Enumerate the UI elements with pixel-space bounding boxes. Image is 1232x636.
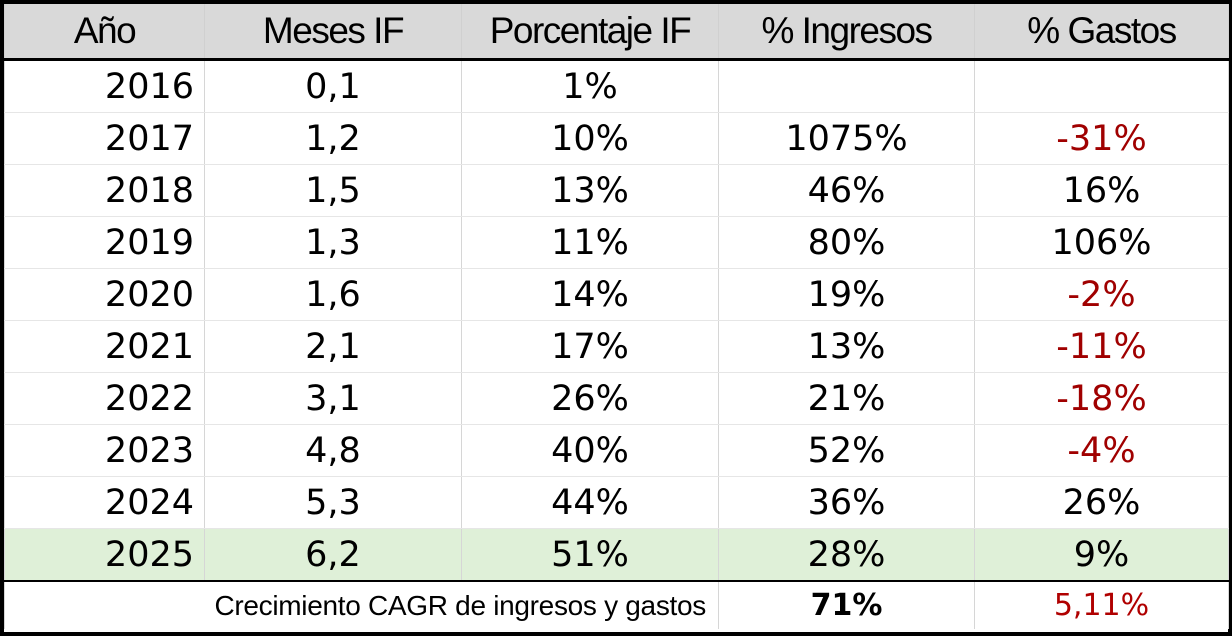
header-year[interactable]: Año xyxy=(4,4,205,61)
cell-year[interactable]: 2018 xyxy=(4,164,205,217)
cell-year[interactable]: 2019 xyxy=(4,216,205,269)
table-row: 2022 3,1 26% 21% -18% xyxy=(4,372,1229,425)
cell-months-if[interactable]: 2,1 xyxy=(204,320,462,373)
cell-income-percent[interactable]: 80% xyxy=(718,216,975,269)
cell-months-if[interactable]: 0,1 xyxy=(204,59,462,113)
header-percent-if[interactable]: Porcentaje IF xyxy=(461,4,719,61)
table-row: 2017 1,2 10% 1075% -31% xyxy=(4,112,1229,165)
financial-independence-table: Año Meses IF Porcentaje IF % Ingresos % … xyxy=(4,4,1229,629)
cell-months-if[interactable]: 1,3 xyxy=(204,216,462,269)
cell-year[interactable]: 2022 xyxy=(4,372,205,425)
cell-percent-if[interactable]: 13% xyxy=(461,164,719,217)
cell-expenses-percent[interactable]: -4% xyxy=(974,424,1229,477)
cell-year[interactable]: 2024 xyxy=(4,476,205,529)
cell-expenses-percent[interactable]: 26% xyxy=(974,476,1229,529)
table-row: 2019 1,3 11% 80% 106% xyxy=(4,216,1229,269)
cell-percent-if[interactable]: 1% xyxy=(461,59,719,113)
cell-expenses-percent[interactable]: -18% xyxy=(974,372,1229,425)
cell-expenses-percent[interactable]: -11% xyxy=(974,320,1229,373)
header-expenses-percent[interactable]: % Gastos xyxy=(974,4,1229,61)
cell-income-percent[interactable] xyxy=(718,59,975,113)
cell-percent-if[interactable]: 14% xyxy=(461,268,719,321)
cell-expenses-percent[interactable]: 9% xyxy=(974,528,1229,582)
cell-year[interactable]: 2025 xyxy=(4,528,205,582)
cagr-income-value[interactable]: 71% xyxy=(718,581,975,629)
cell-percent-if[interactable]: 11% xyxy=(461,216,719,269)
table-row-highlighted: 2025 6,2 51% 28% 9% xyxy=(4,528,1229,582)
cell-income-percent[interactable]: 36% xyxy=(718,476,975,529)
cell-expenses-percent[interactable] xyxy=(974,59,1229,113)
cell-expenses-percent[interactable]: 106% xyxy=(974,216,1229,269)
cell-expenses-percent[interactable]: -31% xyxy=(974,112,1229,165)
table-row: 2018 1,5 13% 46% 16% xyxy=(4,164,1229,217)
cell-expenses-percent[interactable]: -2% xyxy=(974,268,1229,321)
cell-percent-if[interactable]: 40% xyxy=(461,424,719,477)
cell-months-if[interactable]: 1,2 xyxy=(204,112,462,165)
header-row: Año Meses IF Porcentaje IF % Ingresos % … xyxy=(4,4,1229,61)
cell-months-if[interactable]: 6,2 xyxy=(204,528,462,582)
cell-income-percent[interactable]: 13% xyxy=(718,320,975,373)
cell-months-if[interactable]: 5,3 xyxy=(204,476,462,529)
cell-year[interactable]: 2023 xyxy=(4,424,205,477)
cell-months-if[interactable]: 3,1 xyxy=(204,372,462,425)
cell-income-percent[interactable]: 19% xyxy=(718,268,975,321)
table-row: 2023 4,8 40% 52% -4% xyxy=(4,424,1229,477)
cell-months-if[interactable]: 1,5 xyxy=(204,164,462,217)
table-row: 2020 1,6 14% 19% -2% xyxy=(4,268,1229,321)
cell-year[interactable]: 2021 xyxy=(4,320,205,373)
cell-percent-if[interactable]: 17% xyxy=(461,320,719,373)
cell-percent-if[interactable]: 51% xyxy=(461,528,719,582)
cell-year[interactable]: 2017 xyxy=(4,112,205,165)
cell-expenses-percent[interactable]: 16% xyxy=(974,164,1229,217)
cell-year[interactable]: 2020 xyxy=(4,268,205,321)
cagr-row: Crecimiento CAGR de ingresos y gastos 71… xyxy=(4,581,1229,629)
cell-months-if[interactable]: 4,8 xyxy=(204,424,462,477)
cell-income-percent[interactable]: 28% xyxy=(718,528,975,582)
cell-year[interactable]: 2016 xyxy=(4,59,205,113)
table-body: 2016 0,1 1% 2017 1,2 10% 1075% -31% 2018… xyxy=(4,59,1229,582)
cagr-caption[interactable]: Crecimiento CAGR de ingresos y gastos xyxy=(4,581,719,629)
cell-income-percent[interactable]: 1075% xyxy=(718,112,975,165)
table-row: 2016 0,1 1% xyxy=(4,59,1229,113)
cell-income-percent[interactable]: 46% xyxy=(718,164,975,217)
cell-percent-if[interactable]: 44% xyxy=(461,476,719,529)
cell-income-percent[interactable]: 52% xyxy=(718,424,975,477)
header-income-percent[interactable]: % Ingresos xyxy=(718,4,975,61)
cagr-expenses-value[interactable]: 5,11% xyxy=(974,581,1229,629)
cell-income-percent[interactable]: 21% xyxy=(718,372,975,425)
cell-percent-if[interactable]: 10% xyxy=(461,112,719,165)
table-row: 2021 2,1 17% 13% -11% xyxy=(4,320,1229,373)
cell-percent-if[interactable]: 26% xyxy=(461,372,719,425)
header-months-if[interactable]: Meses IF xyxy=(204,4,462,61)
cell-months-if[interactable]: 1,6 xyxy=(204,268,462,321)
table-row: 2024 5,3 44% 36% 26% xyxy=(4,476,1229,529)
